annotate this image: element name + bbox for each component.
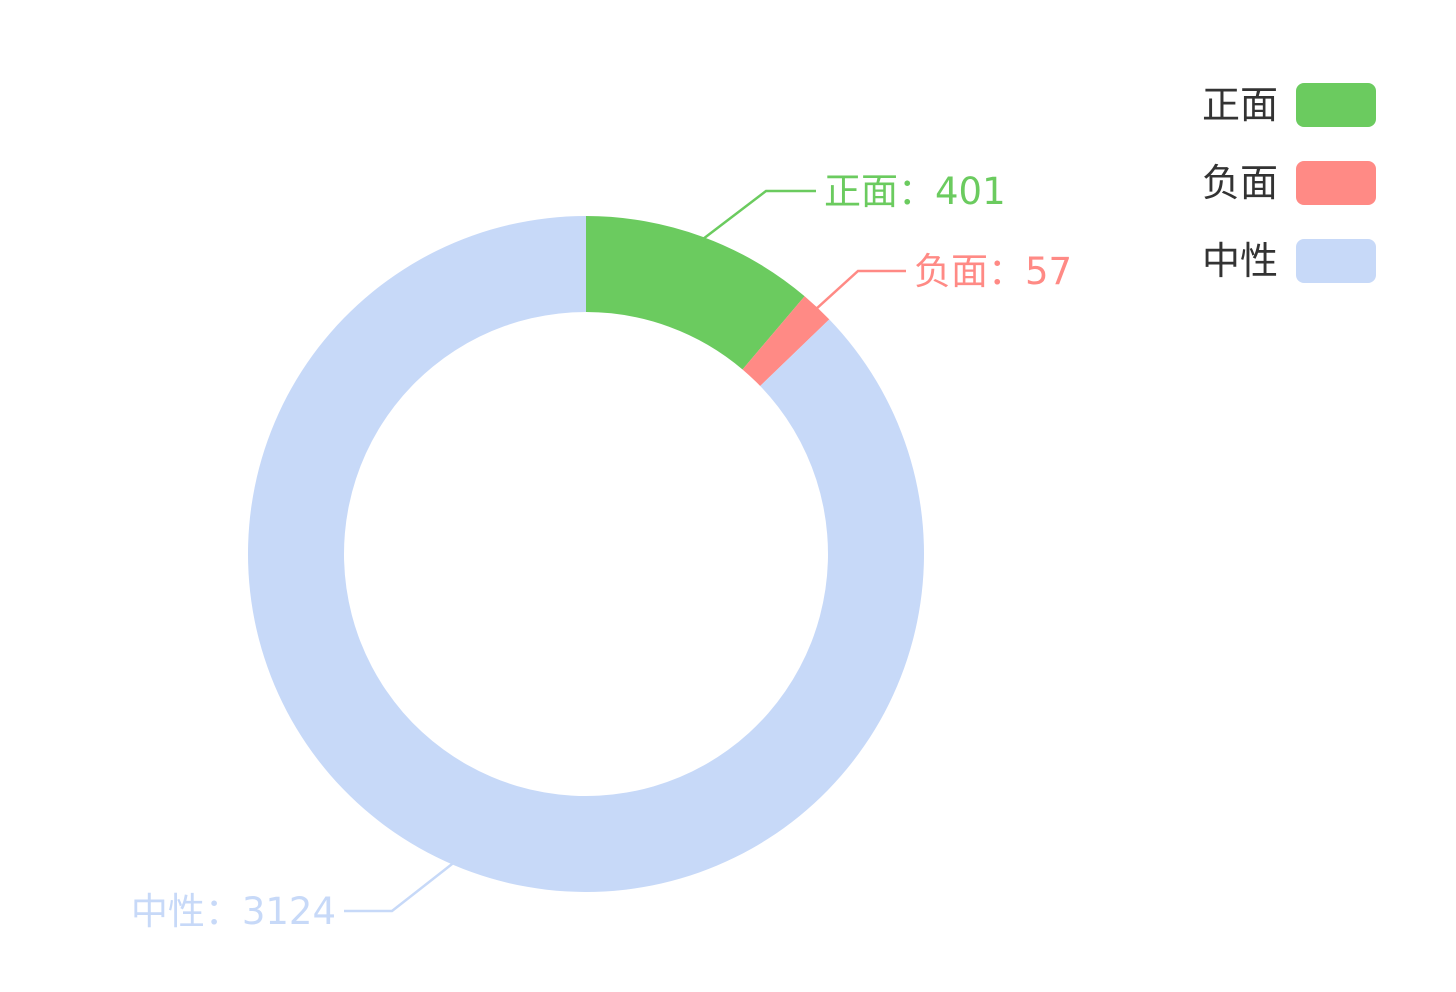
legend-swatch-neutral [1296, 239, 1376, 283]
slice-label-positive: 正面：401 [824, 170, 1006, 213]
legend-item-neutral[interactable]: 中性 [1202, 238, 1376, 284]
leader-line-positive [700, 189, 816, 242]
legend-label-neutral: 中性 [1201, 239, 1278, 283]
leader-line-negative [813, 269, 906, 312]
legend-item-positive[interactable]: 正面 [1202, 82, 1376, 128]
legend-label-positive: 正面 [1201, 83, 1278, 127]
slices-group [248, 216, 925, 893]
leader-line-neutral [344, 860, 457, 913]
slice-label-negative: 负面：57 [914, 250, 1072, 293]
legend-swatch-negative [1296, 161, 1376, 205]
slice-negative[interactable] [742, 296, 830, 386]
slice-labels-group: 正面：401 负面：57 中性：3124 [131, 170, 1072, 933]
legend-label-negative: 负面 [1201, 161, 1278, 205]
legend-swatch-positive [1296, 83, 1376, 127]
leader-lines-group [344, 189, 906, 913]
slice-positive[interactable] [586, 216, 805, 370]
slice-label-neutral: 中性：3124 [131, 890, 336, 933]
legend-item-negative[interactable]: 负面 [1202, 160, 1376, 206]
legend: 正面 负面 中性 [1202, 82, 1376, 284]
